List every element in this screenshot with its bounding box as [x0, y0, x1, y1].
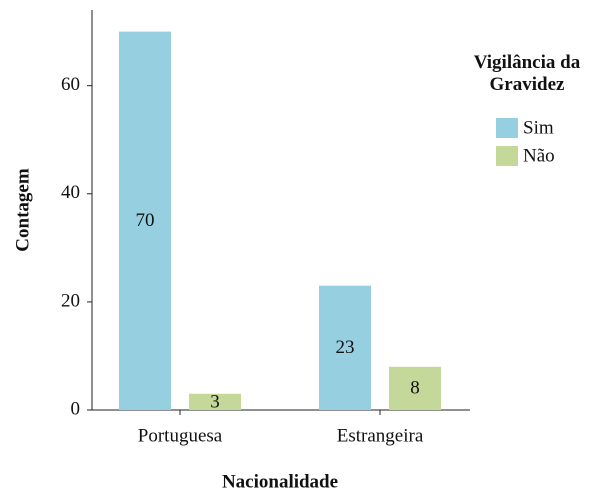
bar [389, 366, 441, 410]
bar [319, 285, 371, 410]
data-label: 3 [210, 391, 220, 412]
legend-swatch [496, 146, 518, 166]
data-label: 70 [136, 210, 155, 231]
data-label: 23 [336, 337, 355, 358]
legend-label: Sim [523, 117, 554, 138]
legend-label: Não [523, 145, 555, 166]
y-tick-label: 40 [61, 182, 80, 203]
y-axis-label: Contagem [12, 168, 33, 252]
y-tick-label: 20 [61, 290, 80, 311]
x-tick-label: Portuguesa [138, 425, 223, 446]
x-axis-label: Nacionalidade [222, 471, 338, 492]
y-tick-label: 0 [71, 398, 81, 419]
legend-title: Vigilância da Gravidez [473, 52, 581, 95]
legend-swatch [496, 118, 518, 138]
bar [189, 393, 241, 410]
data-label: 8 [410, 378, 420, 399]
x-tick-label: Estrangeira [337, 425, 424, 446]
bar [119, 31, 171, 411]
y-tick-label: 60 [61, 74, 80, 95]
